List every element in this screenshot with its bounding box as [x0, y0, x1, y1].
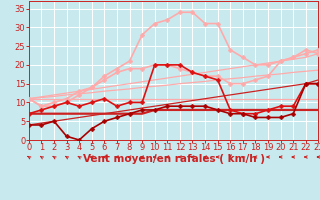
X-axis label: Vent moyen/en rafales ( km/h ): Vent moyen/en rafales ( km/h ) [83, 154, 265, 164]
